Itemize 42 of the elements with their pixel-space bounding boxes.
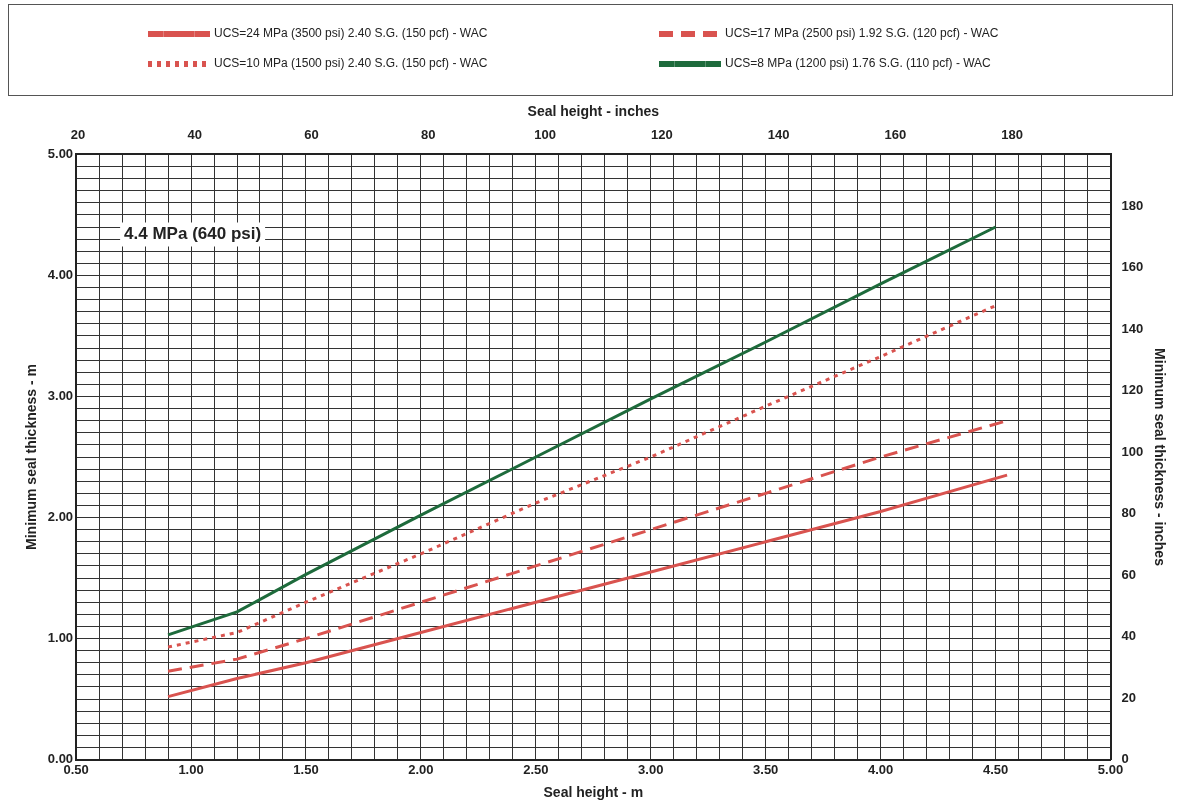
x2-tick-label: 40	[187, 127, 202, 143]
legend-label: UCS=24 MPa (3500 psi) 2.40 S.G. (150 pcf) - WAC	[214, 26, 488, 41]
y2-tick-label: 80	[1121, 505, 1136, 521]
x-tick-label: 1.50	[293, 761, 319, 777]
legend-label: UCS=10 MPa (1500 psi) 2.40 S.G. (150 pcf) - WAC	[214, 56, 488, 71]
y2-tick-label: 60	[1121, 566, 1136, 582]
x2-tick-label: 100	[534, 127, 556, 143]
y-tick-label: 3.00	[47, 388, 74, 404]
y-tick-label: 4.00	[47, 267, 74, 283]
x-tick-label: 2.50	[523, 761, 549, 777]
y2-tick-label: 140	[1121, 320, 1144, 336]
x2-tick-label: 180	[1001, 127, 1023, 143]
x2-axis-title: Seal height - inches	[527, 103, 660, 120]
y-tick-label: 1.00	[47, 630, 74, 646]
y-tick-label: 5.00	[47, 145, 74, 161]
x-tick-label: 3.50	[753, 761, 779, 777]
x2-tick-label: 140	[767, 127, 790, 143]
x2-tick-label: 60	[304, 127, 319, 143]
y2-tick-label: 180	[1121, 197, 1144, 213]
x-axis-title: Seal height - m	[543, 784, 644, 801]
y2-tick-label: 40	[1121, 628, 1136, 644]
x-tick-label: 1.00	[178, 761, 204, 777]
x-tick-label: 3.00	[638, 761, 664, 777]
x2-tick-label: 160	[884, 127, 907, 143]
y2-axis-title: Minimum seal thickness - inches	[1151, 348, 1168, 567]
annotation: 4.4 MPa (640 psi)	[124, 224, 262, 244]
y2-tick-label: 100	[1121, 443, 1144, 459]
y2-tick-label: 0	[1121, 751, 1129, 767]
x2-tick-label: 80	[421, 127, 436, 143]
y2-tick-label: 120	[1121, 382, 1144, 398]
y-axis-title: Minimum seal thickness - m	[23, 364, 40, 550]
legend-label: UCS=8 MPa (1200 psi) 1.76 S.G. (110 pcf) - WAC	[725, 56, 992, 71]
line-series	[166, 304, 998, 649]
y-tick-label: 2.00	[47, 509, 74, 525]
y2-tick-label: 20	[1121, 689, 1136, 705]
x-tick-label: 4.00	[867, 761, 894, 777]
y2-tick-label: 160	[1121, 259, 1144, 275]
x2-tick-label: 20	[70, 127, 86, 143]
x-tick-label: 2.00	[408, 761, 434, 777]
x-tick-label: 4.50	[982, 761, 1009, 777]
x2-tick-label: 120	[650, 127, 673, 143]
legend-label: UCS=17 MPa (2500 psi) 1.92 S.G. (120 pcf) - WAC	[725, 26, 999, 41]
